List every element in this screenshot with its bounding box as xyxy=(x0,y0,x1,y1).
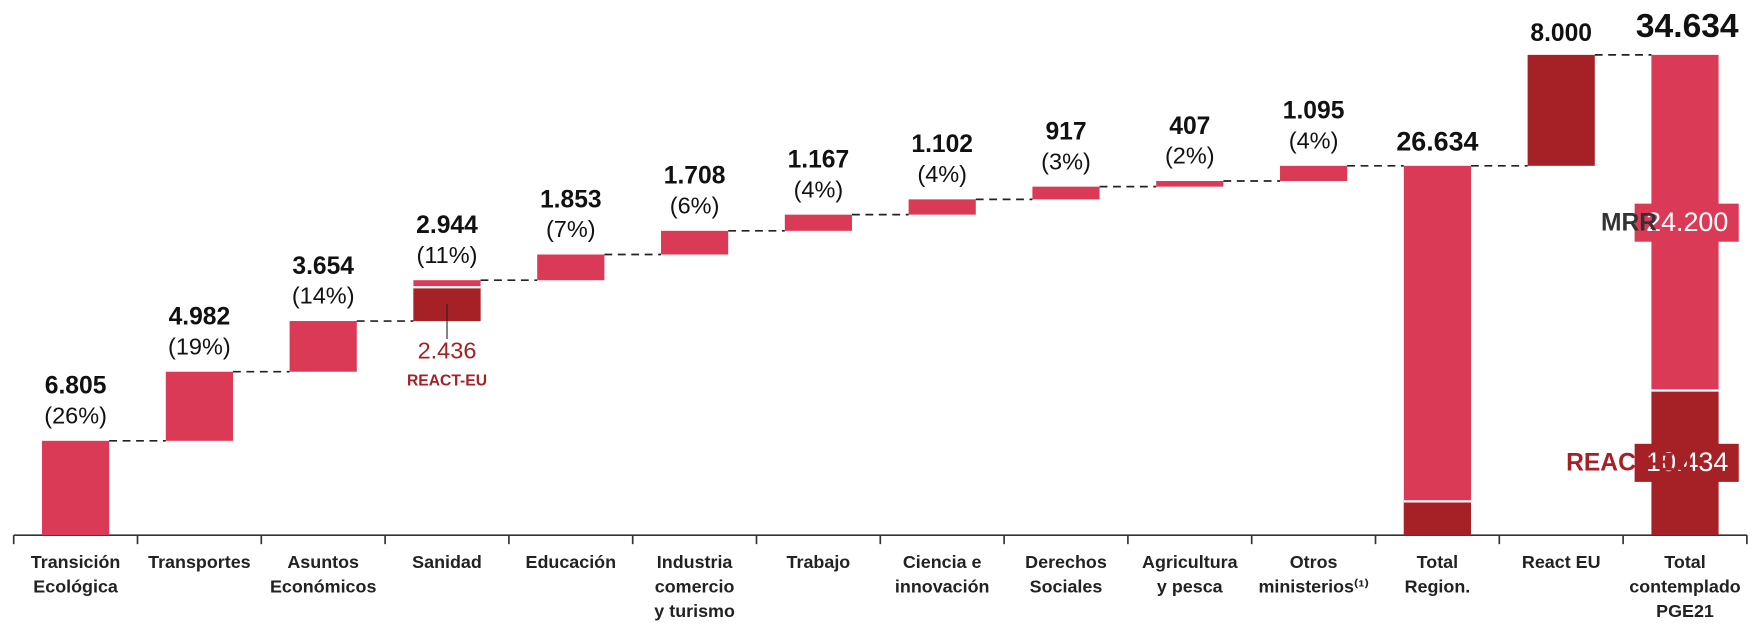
percent-label: (3%) xyxy=(1041,148,1091,174)
value-label: 2.944 xyxy=(416,212,478,239)
value-label: 1.102 xyxy=(911,131,973,158)
segment-label-box xyxy=(1634,443,1739,482)
bar xyxy=(1032,186,1100,200)
bar xyxy=(537,254,605,281)
value-label: 407 xyxy=(1169,113,1210,140)
bar xyxy=(165,371,233,441)
bar xyxy=(784,214,852,231)
percent-label: (6%) xyxy=(670,193,720,219)
x-tick-label: innovación xyxy=(895,577,990,597)
x-tick-label: comercio xyxy=(655,577,735,597)
bar xyxy=(1527,54,1595,166)
value-label: 1.167 xyxy=(788,146,850,173)
percent-label: (14%) xyxy=(292,283,355,309)
value-label: 3.654 xyxy=(292,253,354,280)
percent-label: (4%) xyxy=(917,161,967,187)
react-eu-label: REACT-EU xyxy=(407,373,487,390)
x-tick-label: Asuntos xyxy=(287,552,359,572)
x-tick-label: Ecológica xyxy=(33,577,119,597)
x-tick-label: Sanidad xyxy=(412,552,482,572)
total-label: 26.634 xyxy=(1396,127,1478,157)
x-tick-label: Agricultura xyxy=(1142,552,1239,572)
segment-value: 24.200 xyxy=(1646,207,1728,237)
value-label: 8.000 xyxy=(1530,20,1592,47)
x-tick-label: Transportes xyxy=(148,552,251,572)
percent-label: (7%) xyxy=(546,216,596,242)
x-tick-label: y pesca xyxy=(1157,577,1224,597)
bar xyxy=(908,199,976,215)
total-label: 34.634 xyxy=(1636,8,1739,45)
bar xyxy=(289,321,357,372)
x-tick-label: Ciencia e xyxy=(903,552,982,572)
x-tick-label: Total xyxy=(1664,552,1705,572)
x-tick-label: contemplado xyxy=(1629,577,1740,597)
percent-label: (19%) xyxy=(168,333,231,359)
x-tick-label: Educación xyxy=(526,552,617,572)
bar xyxy=(661,230,729,255)
x-tick-label: Region. xyxy=(1405,577,1471,597)
x-tick-label: Total xyxy=(1417,552,1458,572)
value-label: 6.805 xyxy=(45,373,107,400)
bar xyxy=(1280,165,1348,181)
total-bar xyxy=(1403,165,1471,536)
react-eu-value: 2.436 xyxy=(418,338,477,364)
x-tick-label: Derechos xyxy=(1025,552,1107,572)
value-label: 1.708 xyxy=(664,163,726,190)
x-tick-label: Económicos xyxy=(270,577,377,597)
segment-value: 10.434 xyxy=(1646,447,1728,477)
x-tick-label: Otros xyxy=(1290,552,1338,572)
x-tick-label: y turismo xyxy=(654,601,735,621)
x-tick-label: React EU xyxy=(1522,552,1601,572)
bar xyxy=(42,440,110,536)
segment-label-box xyxy=(1634,203,1739,242)
x-tick-label: Industria xyxy=(657,552,734,572)
x-tick-label: Transición xyxy=(31,552,121,572)
value-label: 1.853 xyxy=(540,186,602,213)
percent-label: (26%) xyxy=(44,403,107,429)
value-label: 4.982 xyxy=(169,303,231,330)
segment-name: MRR xyxy=(1601,209,1657,236)
bar xyxy=(1156,180,1224,187)
x-tick-label: Trabajo xyxy=(787,552,851,572)
x-tick-label: ministerios⁽¹⁾ xyxy=(1258,577,1368,597)
react-eu-bar xyxy=(1403,501,1471,536)
percent-label: (4%) xyxy=(1289,128,1339,154)
x-tick-label: PGE21 xyxy=(1656,601,1714,621)
percent-label: (4%) xyxy=(794,176,844,202)
x-tick-label: Sociales xyxy=(1030,577,1103,597)
segment-name: REACT-EU xyxy=(1566,449,1692,476)
value-label: 917 xyxy=(1045,118,1086,145)
percent-label: (2%) xyxy=(1165,143,1215,169)
percent-label: (11%) xyxy=(417,242,478,268)
value-label: 1.095 xyxy=(1283,98,1345,125)
